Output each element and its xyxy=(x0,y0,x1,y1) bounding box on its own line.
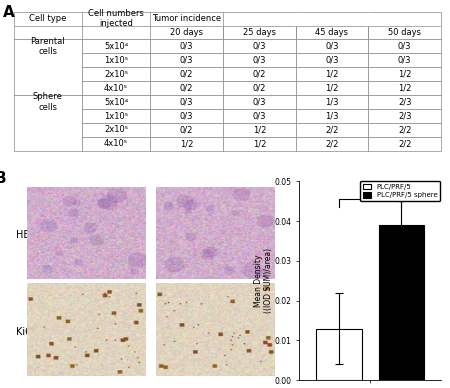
Text: PLC/PRF/5 sphere: PLC/PRF/5 sphere xyxy=(173,187,259,197)
Bar xyxy=(379,225,424,380)
Text: **: ** xyxy=(365,187,375,197)
Y-axis label: Mean Density
((IOD SUM)/area): Mean Density ((IOD SUM)/area) xyxy=(254,248,274,314)
Bar xyxy=(316,329,362,380)
Text: B: B xyxy=(0,171,6,186)
Legend: PLC/PRF/5, PLC/PRF/5 sphere: PLC/PRF/5, PLC/PRF/5 sphere xyxy=(360,181,441,201)
Text: HE: HE xyxy=(16,230,30,240)
Text: Ki67: Ki67 xyxy=(16,327,38,338)
Text: PLC/PRF/5: PLC/PRF/5 xyxy=(62,187,111,197)
Text: A: A xyxy=(3,5,14,20)
